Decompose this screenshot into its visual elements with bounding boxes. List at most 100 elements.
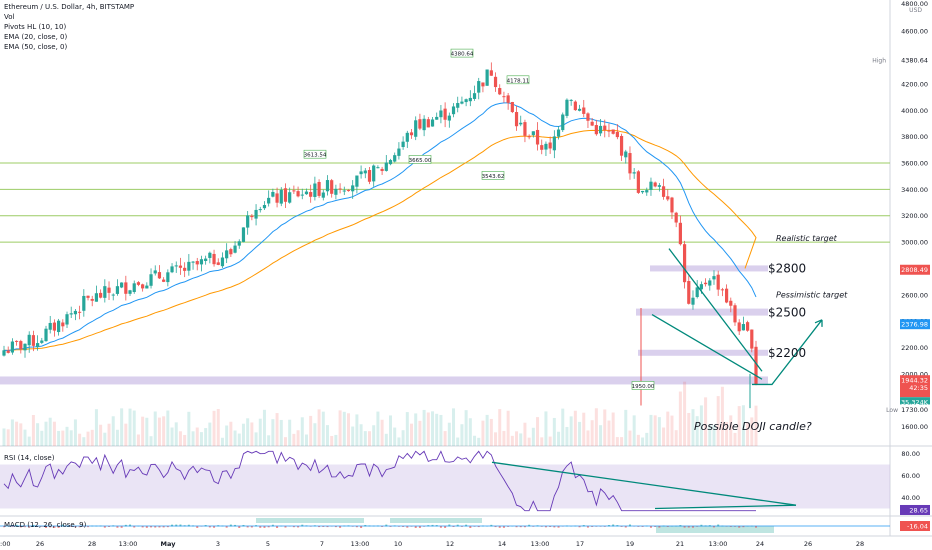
volume-bar — [254, 432, 258, 446]
candle-body — [90, 298, 94, 301]
candle-body — [250, 215, 254, 218]
level-badge-bg — [900, 184, 930, 195]
pivot-box — [408, 155, 432, 164]
volume-bar — [330, 435, 334, 446]
candle-body — [716, 274, 720, 290]
zone-2800 — [650, 265, 768, 272]
volume-bar — [36, 423, 40, 446]
candle-body — [510, 102, 514, 113]
volume-bar — [199, 432, 203, 446]
candle-body — [57, 320, 61, 333]
candle-body — [577, 108, 582, 111]
level-badge-bg — [900, 157, 930, 168]
macd-histogram-bar — [389, 526, 392, 527]
candle-body — [44, 328, 48, 342]
price-tick-label[interactable]: 4000.00 — [901, 107, 928, 115]
price-tick-label[interactable]: 4200.00 — [901, 80, 928, 88]
volume-bar — [552, 417, 556, 446]
macd-histogram-bar — [460, 526, 463, 527]
candle-body — [414, 120, 418, 137]
macd-histogram-bar — [11, 526, 14, 528]
candle-body — [376, 167, 380, 169]
macd-histogram-bar — [523, 526, 526, 528]
macd-label[interactable]: MACD (12, 26, close, 9) — [4, 521, 87, 529]
macd-histogram-bar — [150, 526, 153, 528]
price-tick-label[interactable]: 1600.00 — [901, 423, 928, 431]
candle-body — [107, 287, 111, 293]
volume-bar — [283, 437, 287, 446]
ema20-line — [3, 102, 757, 352]
volume-bar — [204, 428, 208, 446]
macd-histogram-bar — [326, 526, 329, 528]
rsi-label[interactable]: RSI (14, close) — [4, 454, 55, 462]
candle-body — [384, 162, 388, 171]
pivot-label: 1950.00 — [632, 384, 655, 390]
macd-histogram-bar — [61, 524, 64, 527]
macd-histogram-bar — [158, 526, 161, 528]
volume-bar — [531, 427, 535, 446]
volume-bar — [309, 415, 313, 446]
volume-bar — [187, 411, 191, 446]
volume-bar — [662, 427, 666, 446]
macd-histogram-bar — [502, 526, 505, 528]
volume-bar — [678, 391, 682, 446]
rsi-line — [3, 450, 756, 512]
macd-histogram-bar — [36, 526, 39, 527]
candle-body — [535, 129, 540, 145]
candle-body — [451, 106, 456, 115]
volume-bar — [111, 416, 115, 446]
price-tick-label[interactable]: 3800.00 — [901, 133, 928, 141]
rsi-badge-bg — [900, 504, 930, 515]
volume-bar — [141, 416, 145, 446]
candle-body — [443, 108, 447, 120]
candle-body — [666, 196, 670, 200]
macd-histogram-bar — [540, 526, 543, 527]
candle-body — [565, 99, 569, 116]
volume-bar — [384, 433, 388, 446]
candle-body — [418, 119, 422, 129]
volume-bar — [712, 425, 716, 446]
price-tick-label[interactable]: 2600.00 — [901, 291, 928, 299]
price-tick-label[interactable]: 2000.00 — [901, 370, 928, 378]
volume-bar — [544, 411, 548, 446]
candle-body — [430, 119, 435, 127]
zone-2200 — [638, 349, 768, 356]
legend-ema20[interactable]: EMA (20, close, 0) — [4, 33, 68, 41]
candle-body — [355, 175, 359, 187]
price-tick-label[interactable]: 4600.00 — [901, 28, 928, 36]
candle-body — [464, 99, 468, 103]
volume-bar — [183, 434, 187, 446]
volume-series — [2, 381, 758, 446]
volume-bar — [153, 411, 157, 446]
macd-histogram-bar — [423, 526, 426, 527]
volume-bar — [250, 422, 254, 446]
macd-histogram-bar — [154, 526, 157, 528]
volume-bar — [426, 412, 430, 446]
candle-body — [325, 180, 330, 192]
rsi-band — [0, 464, 890, 509]
volume-bar — [527, 437, 531, 446]
macd-histogram-bar — [225, 526, 228, 528]
volume-bar — [754, 405, 758, 446]
macd-highlight — [390, 518, 482, 523]
legend-ema50[interactable]: EMA (50, close, 0) — [4, 43, 68, 51]
candle-body — [674, 212, 678, 223]
volume-bar — [174, 422, 178, 446]
candle-body — [745, 322, 750, 331]
legend-pivots[interactable]: Pivots HL (10, 10) — [4, 23, 67, 31]
candle-body — [611, 129, 615, 134]
volume-bar — [443, 431, 447, 446]
price-tick-label[interactable]: 2200.00 — [901, 344, 928, 352]
macd-histogram-bar — [360, 526, 363, 528]
candle-body — [128, 290, 132, 294]
candle-body — [36, 343, 40, 348]
candle-body — [514, 112, 519, 127]
candle-body — [380, 168, 384, 172]
volume-bar — [52, 421, 56, 446]
candle-body — [279, 189, 283, 204]
legend-vol[interactable]: Vol — [4, 13, 15, 21]
volume-bar — [15, 421, 19, 446]
volume-bar — [460, 424, 464, 446]
macd-histogram-bar — [87, 526, 90, 528]
